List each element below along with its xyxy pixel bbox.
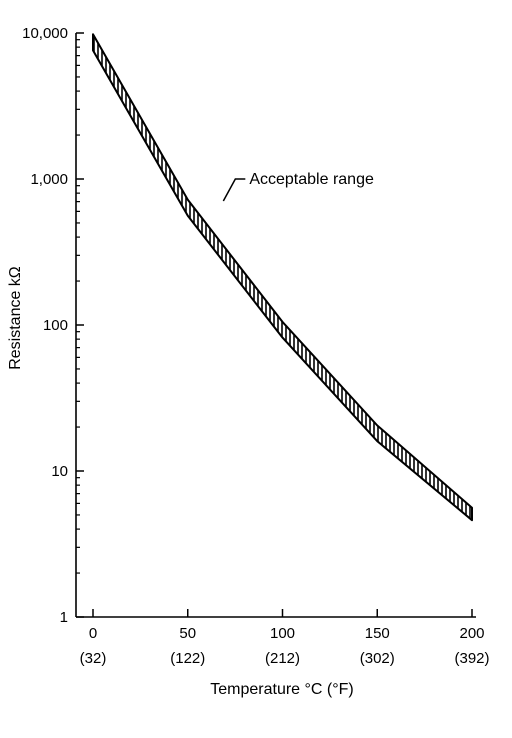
x-tick-label-fahrenheit: (122) <box>170 650 205 667</box>
x-axis-ticks: 0 (32) 50 (122) 100 (212) 150 (302) 200 (392) <box>80 609 490 667</box>
x-axis-label: Temperature °C (°F) <box>210 681 354 698</box>
x-tick-label-celsius: 50 <box>179 625 196 642</box>
x-tick-label-fahrenheit: (392) <box>454 650 489 667</box>
x-tick-label-celsius: 100 <box>270 625 295 642</box>
y-axis-label: Resistance kΩ <box>7 266 24 370</box>
y-tick-label: 1 <box>60 609 68 626</box>
y-tick-label: 10,000 <box>22 25 68 42</box>
annotation-acceptable-range: Acceptable range <box>249 171 374 188</box>
y-tick-label: 10 <box>51 463 68 480</box>
x-tick-label-fahrenheit: (302) <box>360 650 395 667</box>
annotation-leader-line <box>222 178 246 202</box>
x-tick-label-fahrenheit: (32) <box>80 650 107 667</box>
x-tick-label-celsius: 200 <box>459 625 484 642</box>
y-tick-label: 1,000 <box>30 171 68 188</box>
acceptable-range-band <box>92 33 473 522</box>
y-axis-ticks: 1 10 100 1,000 10,000 <box>22 25 84 626</box>
y-tick-label: 100 <box>43 317 68 334</box>
x-tick-label-celsius: 0 <box>89 625 97 642</box>
x-tick-label-fahrenheit: (212) <box>265 650 300 667</box>
x-tick-label-celsius: 150 <box>365 625 390 642</box>
